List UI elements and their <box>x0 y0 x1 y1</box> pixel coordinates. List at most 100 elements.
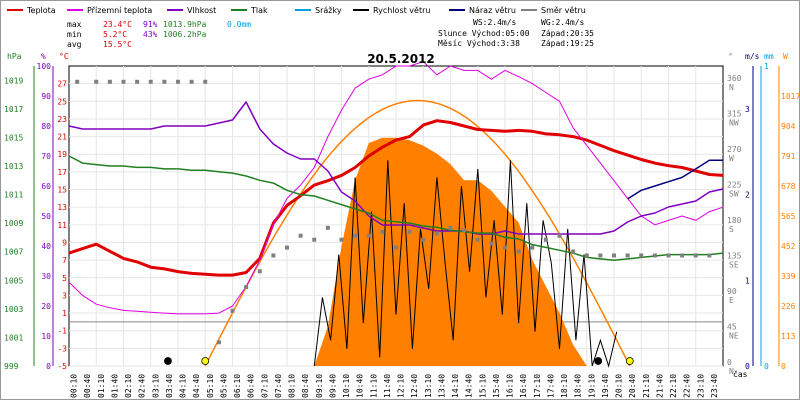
x-tick-label: 22:10 <box>669 374 678 398</box>
wind-direction-point <box>353 233 358 238</box>
stats-min-temp: 5.2°C <box>103 30 127 39</box>
hpa-tick-label: 1019 <box>4 76 23 85</box>
unit-hpa: hPa <box>7 52 22 61</box>
stats-min-hum: 43% <box>143 30 158 39</box>
x-tick-label: 10:10 <box>342 374 351 398</box>
wind-direction-point <box>421 237 426 242</box>
wind-direction-point <box>652 253 657 258</box>
x-tick-label: 18:40 <box>574 374 583 398</box>
x-tick-label: 17:40 <box>546 374 555 398</box>
temp-tick-label: -3 <box>57 344 67 353</box>
deg-tick-label: 270 <box>727 145 742 154</box>
wind-direction-point <box>625 253 630 258</box>
stats-block: max 23.4°C 91% 1013.9hPa 0.0mm min 5.2°C… <box>67 18 594 49</box>
wind-direction-point <box>135 79 140 84</box>
x-tick-label: 19:10 <box>587 374 596 398</box>
deg-tick-label: 225 <box>727 180 742 189</box>
unit-pct: % <box>41 52 46 61</box>
legend-label: Vlhkost <box>187 6 216 15</box>
unit-degc: °C <box>59 52 69 61</box>
solar-radiation-area <box>314 137 587 366</box>
axes: 9991001100310051007100910111013101510171… <box>4 62 800 398</box>
unit-headers: hPa % °C ° m/s mm W čas <box>7 52 788 379</box>
x-tick-label: 06:40 <box>247 374 256 398</box>
temp-tick-label: -1 <box>57 327 67 336</box>
x-tick-label: 14:10 <box>451 374 460 398</box>
temp-tick-label: 23 <box>57 115 67 124</box>
x-tick-label: 06:10 <box>233 374 242 398</box>
hpa-tick-label: 999 <box>4 362 19 371</box>
w-tick-label: 904 <box>781 122 796 131</box>
x-tick-label: 04:40 <box>192 374 201 398</box>
wind-direction-point <box>148 79 153 84</box>
wind-direction-point <box>380 229 385 234</box>
pct-tick-label: 50 <box>41 212 51 221</box>
wind-direction-point <box>230 308 235 313</box>
temp-tick-label: 3 <box>62 291 67 300</box>
w-tick-label: 791 <box>781 152 796 161</box>
legend-label: Přízemní teplota <box>87 6 152 15</box>
stats-min-press: 1006.2hPa <box>163 30 207 39</box>
x-tick-label: 23:40 <box>710 374 719 398</box>
stats-sun-set: Západ:20:35 <box>541 29 594 38</box>
series-line-n-raz-v-tru <box>627 159 723 200</box>
x-tick-label: 10:40 <box>356 374 365 398</box>
hpa-tick-label: 1007 <box>4 248 23 257</box>
x-tick-label: 07:10 <box>260 374 269 398</box>
unit-ms: m/s <box>745 52 760 61</box>
wind-direction-point <box>271 253 276 258</box>
stats-wg: WG:2.4m/s <box>541 18 585 27</box>
deg-dir-label: SW <box>729 189 739 198</box>
wind-direction-point <box>339 237 344 242</box>
wind-direction-point <box>516 249 521 254</box>
hpa-tick-label: 1011 <box>4 191 23 200</box>
chart-title: 20.5.2012 <box>367 52 435 66</box>
pct-tick-label: 10 <box>41 332 51 341</box>
x-tick-label: 03:10 <box>151 374 160 398</box>
x-tick-label: 23:10 <box>696 374 705 398</box>
wind-direction-point <box>571 249 576 254</box>
w-tick-label: 565 <box>781 212 796 221</box>
unit-deg: ° <box>728 52 733 61</box>
series-line-tlak <box>68 155 724 262</box>
ms-tick-label: 1 <box>745 276 750 285</box>
stats-avg-label: avg <box>67 40 82 49</box>
series-line-vlhkost <box>68 101 724 235</box>
hpa-tick-label: 1009 <box>4 219 23 228</box>
legend-label: Rychlost větru <box>373 6 430 15</box>
unit-w: W <box>783 52 788 61</box>
w-tick-label: 339 <box>781 272 796 281</box>
x-tick-label: 01:10 <box>97 374 106 398</box>
x-tick-label: 21:40 <box>655 374 664 398</box>
x-tick-label: 02:10 <box>124 374 133 398</box>
hpa-tick-label: 1003 <box>4 305 23 314</box>
hpa-tick-label: 1015 <box>4 133 23 142</box>
mm-tick-label: 0 <box>764 362 769 371</box>
wind-direction-point <box>75 79 80 84</box>
x-tick-label: 21:10 <box>642 374 651 398</box>
temp-tick-label: 15 <box>57 186 67 195</box>
w-tick-label: 0 <box>781 362 786 371</box>
sunrise-marker <box>201 357 210 365</box>
stats-max-temp: 23.4°C <box>103 20 132 29</box>
wind-direction-point <box>312 237 317 242</box>
x-tick-label: 11:10 <box>369 374 378 398</box>
wind-direction-point <box>707 253 712 258</box>
x-tick-label: 09:40 <box>328 374 337 398</box>
pct-tick-label: 100 <box>37 62 52 71</box>
wind-direction-point <box>530 245 535 250</box>
deg-dir-label: W <box>729 154 734 163</box>
wind-direction-point <box>325 225 330 230</box>
x-tick-label: 14:40 <box>465 374 474 398</box>
moonset-marker <box>594 357 603 365</box>
wind-direction-point <box>121 79 126 84</box>
w-tick-label: 226 <box>781 302 796 311</box>
legend-label: Teplota <box>26 6 56 15</box>
deg-tick-label: 180 <box>727 216 742 225</box>
x-tick-label: 12:10 <box>397 374 406 398</box>
deg-dir-label: S <box>729 225 734 234</box>
x-tick-label: 04:10 <box>179 374 188 398</box>
x-tick-label: 00:10 <box>70 374 79 398</box>
pct-tick-label: 80 <box>41 122 51 131</box>
